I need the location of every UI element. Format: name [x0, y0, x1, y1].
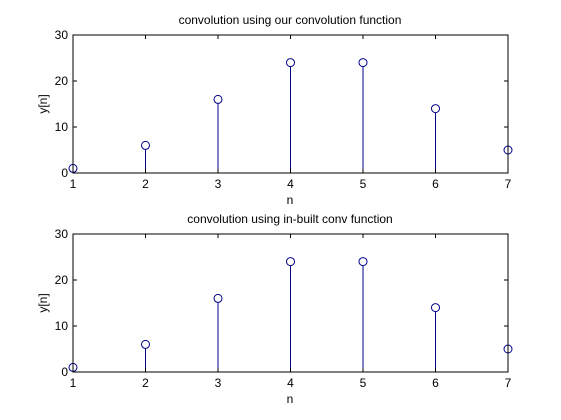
x-tick-label: 6	[432, 376, 439, 390]
subplot-1-axes-box	[72, 34, 509, 174]
stem-marker	[358, 58, 368, 68]
x-tick-label: 4	[287, 177, 294, 191]
subplot-2-axes-box	[72, 233, 509, 373]
x-tick-label: 3	[215, 177, 222, 191]
x-tick-label: 6	[432, 177, 439, 191]
x-tick-label: 1	[70, 376, 77, 390]
stem-marker	[431, 303, 440, 313]
y-tick-label: 10	[55, 319, 69, 333]
x-tick-label: 2	[142, 376, 149, 390]
subplot-1-ticks: 1 2 3 4 5 6 7 0 10 20 30	[55, 28, 512, 191]
subplot-2: convolution using in-built conv function…	[36, 212, 513, 406]
x-tick-label: 1	[70, 177, 77, 191]
y-tick-label: 0	[61, 166, 68, 180]
subplot-2-stems	[68, 257, 513, 372]
y-tick-label: 30	[55, 28, 69, 42]
x-tick-label: 4	[287, 376, 294, 390]
x-tick-label: 2	[142, 177, 149, 191]
x-tick-label: 5	[360, 376, 367, 390]
subplot-2-title: convolution using in-built conv function	[187, 212, 392, 226]
y-tick-label: 20	[55, 273, 69, 287]
stem-marker	[286, 257, 295, 267]
subplot-2-ticks: 1 2 3 4 5 6 7 0 10 20 30	[55, 227, 512, 390]
y-tick-label: 30	[55, 227, 69, 241]
y-tick-label: 0	[61, 365, 68, 379]
y-tick-label: 10	[55, 120, 69, 134]
stem-marker	[141, 140, 150, 150]
subplot-1-title: convolution using our convolution functi…	[179, 13, 402, 27]
stem-marker	[286, 58, 295, 68]
stem-marker	[213, 94, 223, 104]
stem-marker	[431, 104, 440, 114]
subplot-2-ylabel: y[n]	[36, 293, 50, 312]
x-tick-label: 7	[505, 376, 512, 390]
subplot-2-xlabel: n	[287, 392, 294, 406]
x-tick-label: 5	[360, 177, 367, 191]
stem-marker	[213, 293, 223, 303]
x-tick-label: 7	[505, 177, 512, 191]
subplot-1-xlabel: n	[287, 193, 294, 207]
subplot-1-ylabel: y[n]	[36, 94, 50, 113]
y-tick-label: 20	[55, 74, 69, 88]
subplot-1: convolution using our convolution functi…	[36, 13, 513, 207]
stem-marker	[358, 257, 368, 267]
x-tick-label: 3	[215, 376, 222, 390]
stem-marker	[141, 339, 150, 349]
